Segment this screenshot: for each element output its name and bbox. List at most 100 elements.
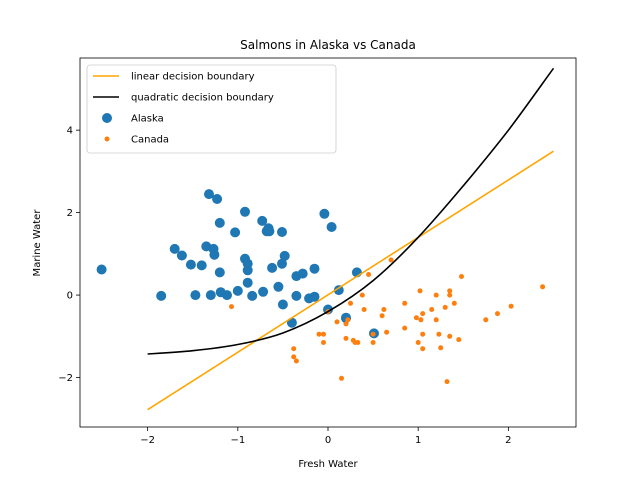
alaska-point-23 [242, 258, 253, 269]
alaska-point-0 [96, 264, 107, 275]
canada-point-27 [402, 325, 408, 331]
canada-point-3 [293, 358, 299, 364]
alaska-point-46 [333, 285, 344, 296]
canada-point-2 [291, 354, 297, 360]
legend-quadratic-label: quadratic decision boundary [131, 93, 274, 104]
alaska-point-33 [277, 227, 287, 237]
alaska-point-2 [169, 243, 180, 254]
alaska-point-3 [176, 250, 187, 261]
canada-point-25 [388, 257, 394, 263]
canada-point-12 [345, 317, 351, 323]
canada-point-35 [429, 307, 435, 312]
canada-point-16 [355, 340, 361, 345]
canada-point-32 [420, 311, 426, 317]
canada-point-50 [508, 303, 514, 309]
alaska-point-31 [273, 281, 284, 292]
alaska-point-26 [258, 286, 269, 297]
alaska-point-16 [222, 290, 232, 301]
alaska-point-39 [297, 268, 308, 279]
chart-title: Salmons in Alaska vs Canada [240, 38, 416, 52]
linear-boundary-line [147, 150, 554, 411]
canada-point-40 [442, 304, 448, 310]
canada-point-20 [370, 331, 376, 337]
alaska-point-30 [267, 262, 278, 273]
alaska-point-18 [232, 285, 243, 296]
alaska-point-6 [196, 260, 207, 271]
alaska-point-34 [277, 299, 288, 310]
canada-point-23 [381, 307, 387, 312]
canada-point-10 [343, 321, 349, 327]
alaska-point-29 [264, 226, 275, 237]
canada-point-45 [451, 300, 457, 306]
alaska-point-11 [209, 249, 220, 260]
alaska-point-12 [212, 194, 223, 204]
axes-layer: −2 −1 0 1 2 −2 0 2 4 [58, 126, 511, 446]
canada-point-11 [343, 335, 349, 341]
alaska-point-43 [319, 208, 330, 219]
y-tick-label-0: 0 [67, 291, 73, 302]
alaska-point-13 [214, 217, 225, 228]
y-tick-label--2: −2 [58, 373, 73, 384]
quadratic-boundary-line [147, 67, 555, 355]
canada-point-39 [438, 345, 444, 351]
canada-point-13 [348, 300, 353, 306]
plot-layer [96, 67, 555, 411]
legend-alaska-label: Alaska [131, 114, 164, 125]
canada-point-28 [413, 315, 419, 321]
alaska-point-22 [242, 277, 253, 288]
alaska-point-45 [326, 222, 337, 232]
x-tick-label-2: 2 [505, 435, 511, 446]
canada-point-37 [433, 292, 439, 298]
canada-point-6 [321, 331, 326, 337]
canada-point-41 [444, 379, 450, 385]
alaska-point-9 [205, 290, 216, 301]
legend-canada-label: Canada [131, 135, 169, 146]
canada-point-17 [359, 292, 365, 298]
x-tick-label-0: 0 [325, 435, 331, 446]
canada-point-51 [540, 284, 546, 290]
alaska-point-17 [230, 227, 241, 238]
alaska-point-25 [257, 215, 268, 226]
canada-point-29 [415, 340, 421, 345]
x-axis-label: Fresh Water [298, 459, 358, 470]
alaska-point-1 [156, 290, 167, 301]
canada-point-1 [291, 346, 297, 352]
alaska-point-38 [291, 290, 302, 301]
x-tick-label-1: 1 [415, 435, 421, 446]
canada-point-47 [459, 274, 464, 279]
canada-point-0 [229, 304, 234, 310]
legend-alaska-swatch [102, 113, 112, 123]
canada-point-30 [417, 288, 423, 294]
legend-box [86, 64, 337, 154]
alaska-point-5 [190, 290, 201, 301]
canada-point-44 [447, 333, 453, 339]
canada-point-24 [384, 329, 390, 335]
alaska-point-24 [247, 290, 258, 301]
canada-point-26 [402, 300, 408, 306]
canada-point-22 [379, 313, 385, 319]
legend: linear decision boundary quadratic decisi… [86, 64, 337, 154]
canada-point-34 [420, 331, 426, 337]
alaska-point-42 [309, 263, 320, 274]
alaska-point-4 [185, 259, 196, 270]
canada-point-49 [495, 311, 500, 317]
legend-linear-label: linear decision boundary [131, 72, 255, 83]
canada-point-8 [334, 319, 340, 325]
canada-point-36 [433, 317, 439, 323]
alaska-point-41 [309, 291, 320, 302]
y-tick-label-4: 4 [67, 126, 73, 137]
legend-canada-swatch [104, 136, 110, 142]
canada-point-31 [418, 317, 424, 323]
canada-point-19 [366, 272, 372, 277]
canada-point-46 [456, 337, 462, 343]
canada-point-42 [447, 292, 453, 298]
alaska-point-35 [279, 250, 290, 261]
x-tick-label--2: −2 [140, 435, 155, 446]
alaska-point-19 [240, 206, 250, 217]
alaska-point-8 [204, 189, 214, 200]
canada-point-38 [436, 331, 442, 337]
x-tick-label--1: −1 [230, 435, 245, 446]
y-axis-label: Marine Water [32, 209, 43, 277]
canada-point-48 [483, 317, 489, 323]
canada-point-33 [420, 346, 426, 352]
